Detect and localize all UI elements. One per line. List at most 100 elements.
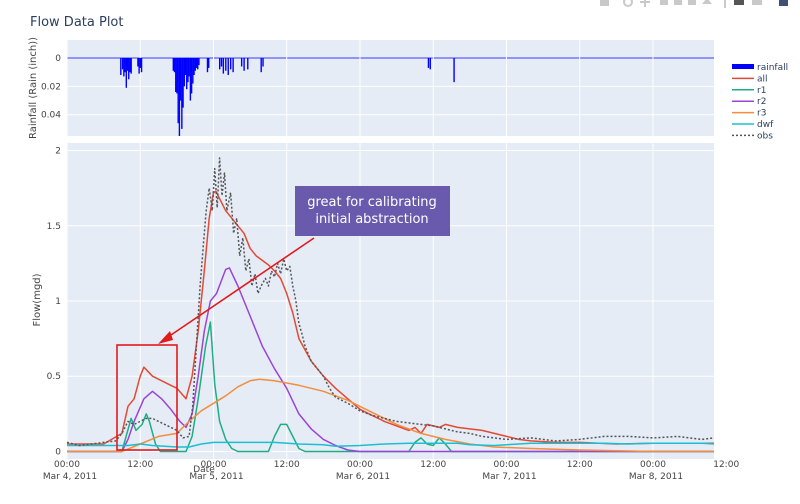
series-line-r2: [67, 267, 714, 453]
rainfall-bar: [218, 58, 221, 70]
legend-label-all: all: [757, 74, 768, 84]
x-tick-date-label: Mar 4, 2011: [43, 472, 97, 482]
rainfall-bar: [178, 58, 181, 136]
rainfall-bar: [183, 58, 185, 87]
rainfall-bar: [179, 58, 182, 101]
legend-label-r1: r1: [757, 86, 766, 96]
rainfall-bar: [128, 58, 130, 80]
series-line-r3: [67, 378, 714, 453]
rainfall-bars: [120, 58, 455, 136]
legend-swatch-rainfall: [732, 64, 754, 69]
x-tick-time-label: 00:00: [640, 460, 666, 470]
x-tick-date-label: Mar 6, 2011: [336, 472, 390, 482]
pan-icon[interactable]: [640, 0, 650, 7]
rainfall-bar: [126, 58, 129, 71]
rainfall-bar: [229, 58, 232, 70]
rainfall-plot-area: [67, 40, 714, 136]
zoom-out-icon[interactable]: [674, 0, 682, 5]
legend-label-r2: r2: [757, 97, 766, 107]
flow-x-ticks: 00:00 Mar 4, 2011 12:00 00:00 Mar 5, 2011 12:…: [43, 460, 740, 482]
rainfall-bar: [193, 58, 195, 76]
flow-series: [66, 157, 715, 453]
rainfall-bar: [198, 58, 200, 66]
rainfall-bar: [262, 58, 264, 67]
modebar: [600, 0, 788, 8]
rainfall-bar: [192, 58, 194, 84]
series-line-obs: [66, 157, 715, 447]
rainfall-bar: [227, 58, 229, 76]
rainfall-bar: [453, 58, 455, 83]
legend-label-r3: r3: [757, 109, 766, 119]
rainfall-y-tick-label: 0.02: [41, 82, 61, 92]
camera-icon[interactable]: [600, 0, 609, 6]
hover-closest-icon[interactable]: [734, 0, 744, 5]
x-tick-time-label: 00:00: [347, 460, 373, 470]
rainfall-bar: [260, 58, 262, 73]
rainfall-bar: [197, 58, 199, 70]
annotation-line-2: initial abstraction: [315, 212, 428, 227]
rainfall-bar: [194, 58, 196, 71]
zoom-icon[interactable]: [623, 0, 633, 7]
annotation-line-1: great for calibrating: [307, 195, 437, 210]
rainfall-bar: [130, 58, 132, 74]
rainfall-bar: [172, 58, 175, 71]
x-tick-time-label: 12:00: [274, 460, 300, 470]
reset-axes-icon[interactable]: [702, 0, 712, 4]
rainfall-bar: [190, 58, 193, 94]
rainfall-bar: [225, 58, 227, 71]
rainfall-bar: [120, 58, 122, 76]
zoom-in-icon[interactable]: [660, 0, 668, 5]
rainfall-bar: [222, 58, 225, 74]
x-tick-time-label: 12:00: [567, 460, 593, 470]
rainfall-bar: [138, 58, 140, 74]
annotation-arrow: [158, 237, 315, 344]
series-line-dwf: [67, 441, 715, 448]
flow-y-tick-label: 0.5: [47, 372, 61, 382]
rainfall-bar: [173, 58, 176, 73]
rainfall-bar: [139, 58, 142, 68]
rainfall-bar: [175, 58, 177, 93]
highlight-box: [116, 344, 178, 451]
rainfall-y-ticks: 0 0.02 0.04: [41, 54, 61, 121]
flow-y-tick-label: 1.5: [47, 222, 61, 232]
rainfall-bar: [188, 58, 190, 77]
rainfall-bar: [247, 58, 249, 70]
rainfall-bar: [220, 58, 223, 67]
series-line-r1: [67, 321, 714, 453]
plotly-logo-icon[interactable]: [779, 0, 788, 6]
flow-y-ticks: 0 0.5 1 1.5 2: [47, 147, 62, 458]
x-tick-date-label: Mar 5, 2011: [189, 472, 243, 482]
x-tick-time-label: 12:00: [127, 460, 153, 470]
x-tick-date-label: Mar 7, 2011: [482, 472, 536, 482]
x-tick-time-label: 00:00: [201, 460, 227, 470]
rainfall-bar: [181, 58, 183, 129]
chart-title: Flow Data Plot: [30, 15, 123, 30]
rainfall-bar: [429, 58, 431, 70]
rainfall-bar: [206, 58, 209, 73]
flow-axis-title: Flow(mgd): [32, 273, 43, 326]
rainfall-bar: [187, 58, 189, 83]
flow-y-tick-label: 0: [55, 447, 61, 457]
rainfall-bar: [186, 58, 188, 90]
rainfall-bar: [121, 58, 124, 70]
rainfall-bar: [125, 58, 128, 88]
legend-label-dwf: dwf: [757, 120, 774, 130]
legend-label-rainfall: rainfall: [757, 63, 788, 73]
rainfall-bar: [123, 58, 125, 77]
rainfall-axis-title: Rainfall (Rain (inch)): [28, 37, 39, 139]
x-axis-title: Date: [193, 465, 215, 475]
rainfall-bar: [240, 58, 243, 67]
rainfall-bar: [176, 58, 178, 94]
rainfall-bar: [232, 58, 234, 73]
annotation-callout: great for calibrating initial abstractio…: [295, 186, 450, 236]
x-tick-date-label: Mar 8, 2011: [629, 472, 683, 482]
x-tick-time-label: 12:00: [713, 460, 739, 470]
rainfall-bar: [208, 58, 210, 68]
hover-compare-icon[interactable]: [752, 0, 762, 5]
x-tick-time-label: 00:00: [54, 460, 80, 470]
rainfall-y-tick-label: 0.04: [41, 111, 61, 121]
autoscale-icon[interactable]: [688, 0, 696, 5]
series-line-all: [67, 190, 714, 445]
